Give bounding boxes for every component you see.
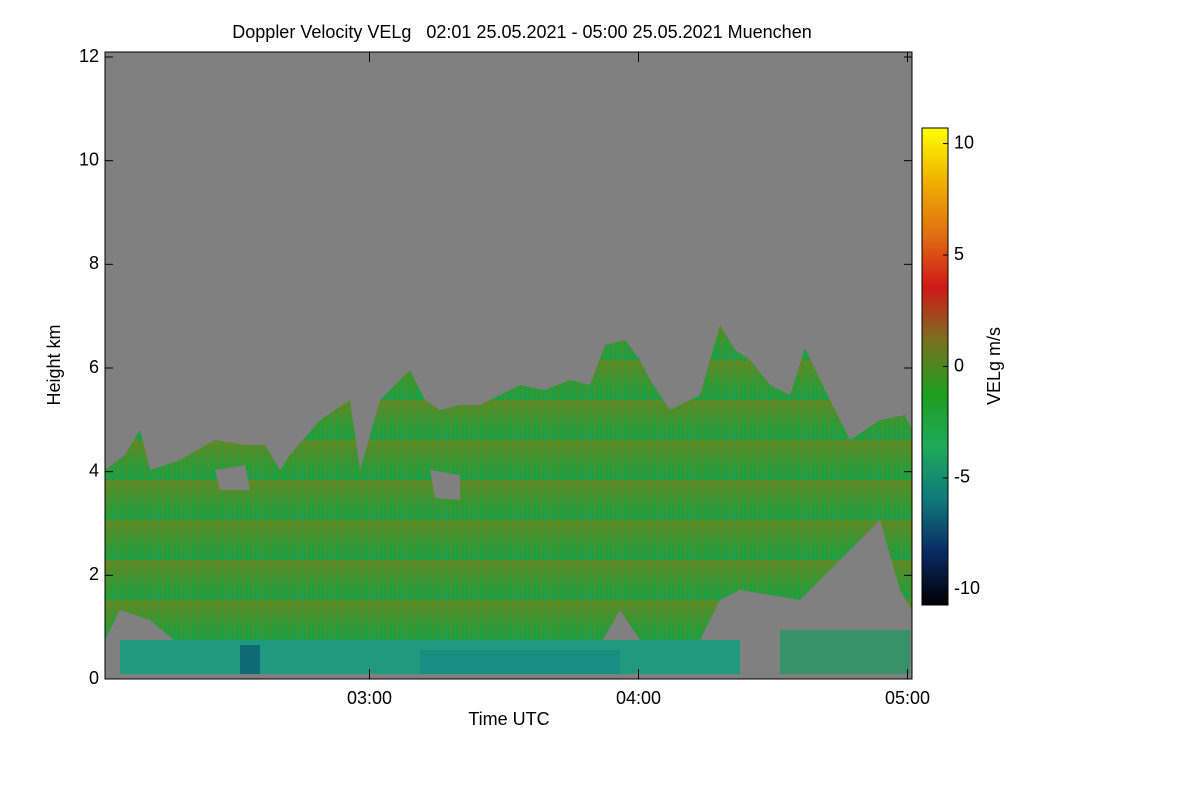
echo-gap	[215, 465, 250, 490]
y-tick-label: 4	[89, 460, 99, 480]
y-tick-label: 6	[89, 357, 99, 377]
colorbar-label: VELg m/s	[984, 327, 1004, 405]
echo-field	[105, 325, 912, 674]
colorbar-tick-label: 5	[954, 244, 964, 264]
x-axis-label: Time UTC	[468, 709, 549, 729]
low-layer	[780, 630, 910, 674]
low-layer	[420, 650, 620, 674]
y-tick-label: 0	[89, 668, 99, 688]
y-axis-label: Height km	[44, 324, 64, 405]
colorbar-tick-label: 10	[954, 132, 974, 152]
x-tick-label: 05:00	[885, 688, 930, 708]
x-tick-label: 04:00	[616, 688, 661, 708]
colorbar-tick-label: 0	[954, 355, 964, 375]
chart-title: Doppler Velocity VELg 02:01 25.05.2021 -…	[232, 22, 811, 42]
low-layer	[240, 645, 260, 674]
y-tick-label: 8	[89, 253, 99, 273]
y-tick-label: 10	[79, 149, 99, 169]
y-tick-label: 12	[79, 46, 99, 66]
plot-frame	[104, 51, 913, 680]
colorbar-tick-label: -5	[954, 467, 970, 487]
echo-area	[105, 325, 912, 645]
colorbar-tick-label: -10	[954, 578, 980, 598]
x-tick-label: 03:00	[347, 688, 392, 708]
y-tick-label: 2	[89, 564, 99, 584]
echo-gap	[430, 470, 460, 500]
